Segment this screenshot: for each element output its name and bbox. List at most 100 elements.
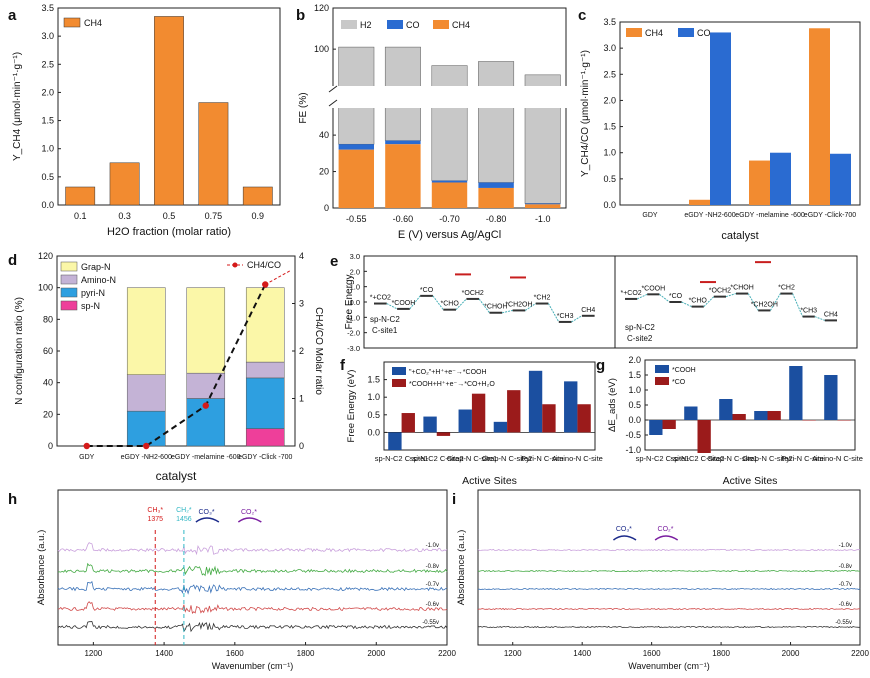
energy-connector: [681, 301, 692, 308]
panel-i-frame: [477, 489, 861, 646]
bar-b-co: [524, 203, 561, 205]
panel-a-xtick-label: 0.75: [205, 211, 223, 221]
energy-step-label: *OCH2: [462, 290, 484, 297]
spectrum-line: [57, 601, 448, 615]
bar-f: [507, 390, 521, 433]
panel-d-xtick-label: GDY: [79, 454, 95, 461]
bar-c-ch4: [809, 28, 830, 205]
panel-e-ylabel: Free Energy: [344, 274, 355, 329]
panel-f-xlabel: Active Sites: [462, 475, 517, 487]
panel-c-ytick-label: 3.5: [603, 17, 616, 27]
axis-break-band: [329, 86, 570, 108]
energy-step-label: CH4: [824, 311, 838, 318]
legend-d-label: pyri-N: [81, 288, 105, 298]
panel-g-ytick-label: 1.5: [628, 370, 641, 380]
spectrum-label: -0.8v: [839, 564, 852, 570]
panel-a-ytick-label: 1.5: [41, 116, 54, 126]
panel-d-letter: d: [8, 252, 17, 269]
panel-c-xtick-label: eGDY -melamine -600: [735, 212, 805, 219]
legend-d-swatch: [60, 274, 78, 285]
legend-g-label: *COOH: [672, 367, 696, 374]
panel-a-ytick-label: 2.5: [41, 59, 54, 69]
panel-d-ytick-label: 80: [43, 314, 53, 324]
bar-a: [198, 102, 229, 206]
energy-connector: [547, 303, 560, 323]
panel-d-ytick-label: 120: [38, 251, 53, 261]
panel-h-frame: [57, 489, 448, 646]
axis-break-mark: [328, 99, 338, 107]
ratio-point: [83, 442, 90, 450]
panel-f-ylabel: Free Energy (eV): [346, 370, 357, 443]
panel-b-ytick-label: 0: [324, 203, 329, 213]
panel-f-xtick-label: sp-N-C2 C-site2: [410, 454, 464, 463]
panel-f-xtick-label: sp-N-C2 C-site1: [375, 454, 429, 463]
bar-f: [388, 432, 402, 450]
energy-step-label: *CH3: [800, 308, 817, 315]
energy-step-label: *CHOH: [730, 285, 753, 292]
spectrum-label: -0.6v: [839, 602, 852, 608]
energy-step-label: CH4: [581, 307, 595, 314]
energy-step-label: *CHO: [689, 298, 708, 305]
panel-g-ylabel: ΔE_ads (eV): [607, 378, 618, 432]
bar-g: [824, 375, 838, 420]
energy-connector: [571, 315, 583, 323]
bar-d-sp-n: [245, 428, 285, 447]
panel-b-ytick-label: 120: [314, 3, 329, 13]
annotation-ch3: CH₃*: [147, 507, 163, 514]
spectrum-label: -0.6v: [426, 602, 439, 608]
spectrum-label: -0.55v: [422, 620, 439, 626]
panel-f-letter: f: [340, 357, 346, 374]
energy-step-label: *CH2: [534, 295, 551, 302]
panel-d-ytick-label: 40: [43, 378, 53, 388]
panel-e-ytick-label: -3.0: [347, 344, 360, 353]
panel-c-ytick-label: 0.0: [603, 200, 616, 210]
panel-h-letter: h: [8, 491, 17, 508]
bar-g: [719, 399, 733, 420]
energy-connector: [725, 293, 737, 298]
panel-a-ytick-label: 2.0: [41, 87, 54, 97]
bar-b-ch4: [524, 204, 561, 208]
bracket-co2: [237, 517, 262, 523]
bar-c-ch4: [749, 160, 770, 205]
energy-connector: [769, 293, 781, 311]
ratio-point: [143, 442, 150, 450]
spectrum-label: -0.55v: [835, 620, 852, 626]
spectrum-label: -0.7v: [426, 582, 439, 588]
bar-d-amino-n: [126, 374, 166, 412]
panel-d-y2tick-label: 0: [299, 441, 304, 451]
panel-c-xtick-label: eGDY -Click-700: [804, 212, 856, 219]
annotation-1375: 1375: [147, 516, 163, 523]
legend-g-swatch: [655, 377, 669, 385]
legend-d-label: Amino-N: [81, 275, 116, 285]
panel-e-ytick-label: -1.0: [347, 313, 360, 322]
legend-b-label: CH4: [452, 20, 470, 30]
bar-b-co: [338, 144, 375, 150]
panel-d-ytick-label: 60: [43, 346, 53, 356]
panel-c-ytick-label: 0.5: [603, 174, 616, 184]
panel-f-ytick-label: 1.0: [367, 392, 380, 402]
legend-d-swatch: [60, 300, 78, 311]
panel-d-y2tick-label: 1: [299, 394, 304, 404]
panel-h-xtick-label: 1800: [297, 649, 315, 658]
panel-a-ytick-label: 1.0: [41, 144, 54, 154]
panel-a-ytick-label: 0.5: [41, 172, 54, 182]
energy-step-label: *CH2: [778, 285, 795, 292]
panel-i-xtick-label: 1400: [573, 649, 591, 658]
energy-step-label: *CO: [669, 293, 683, 300]
spectrum-line: [57, 542, 448, 556]
panel-b-ytick-label: 100: [314, 44, 329, 54]
panel-e-ytick-label: -2.0: [347, 329, 360, 338]
bar-f: [401, 413, 415, 433]
panel-g-ytick-label: -1.0: [625, 445, 641, 455]
bar-g: [837, 420, 851, 421]
bar-g: [697, 420, 711, 453]
bracket-co3: [612, 535, 637, 541]
panel-g-xtick-label: sp-N-C2 C-site2: [671, 454, 725, 463]
bar-g: [767, 411, 781, 420]
panel-f-xtick-label: Pyri-N C-site: [521, 454, 564, 463]
panel-e-site-label: sp-N-C2: [370, 315, 400, 324]
panel-h-ylabel: Absorbance (a.u.): [36, 530, 47, 606]
bar-c-co: [830, 153, 851, 205]
panel-e-site-label: C-site1: [372, 326, 398, 335]
panel-d-y2tick-label: 2: [299, 346, 304, 356]
